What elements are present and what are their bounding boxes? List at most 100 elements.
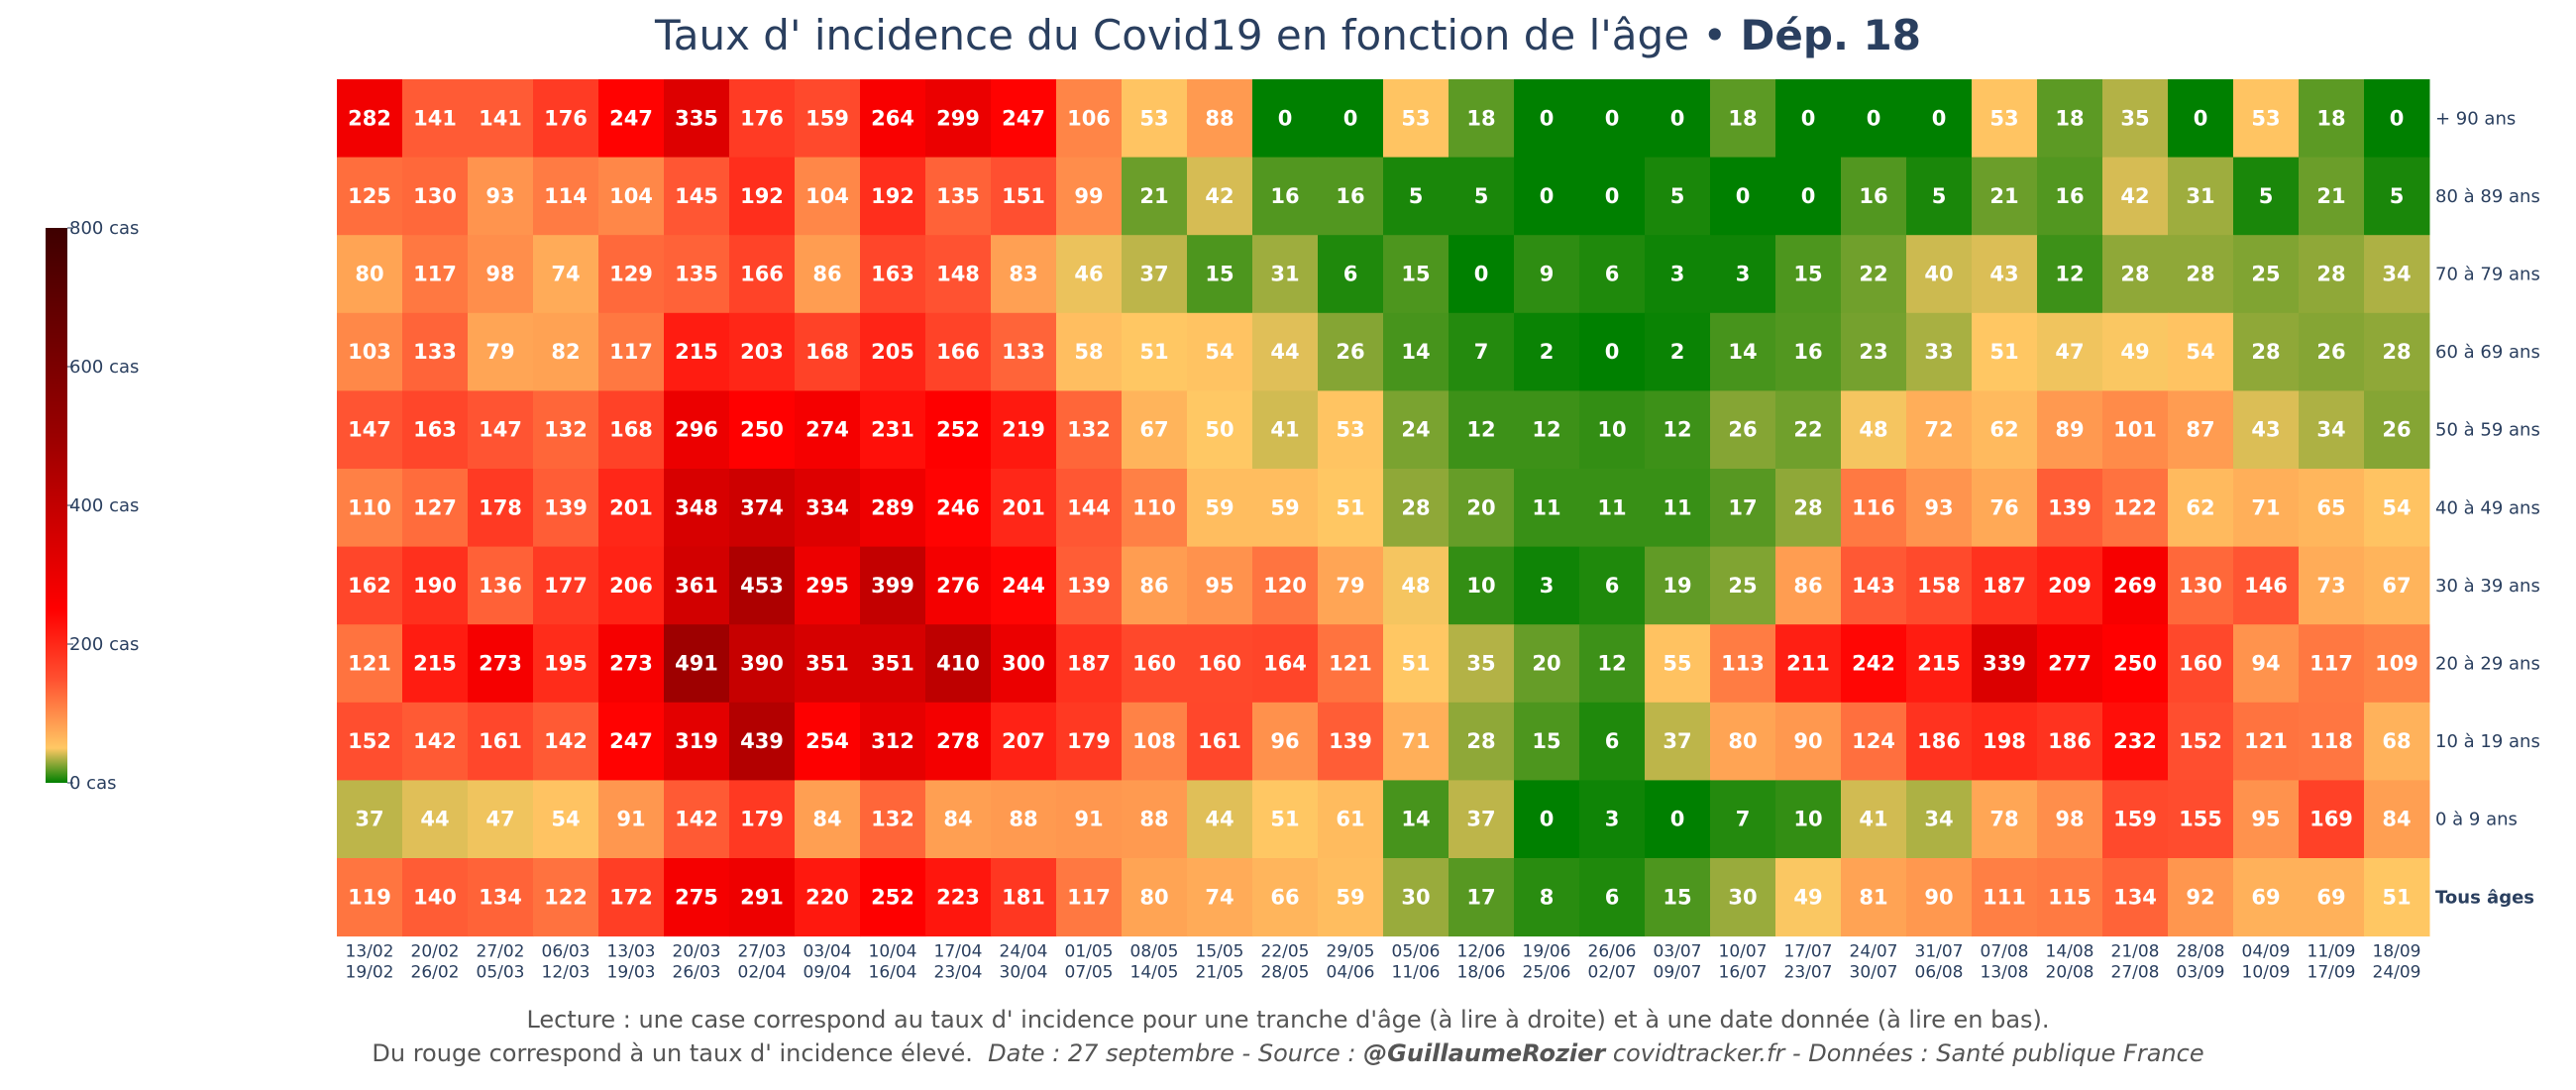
heatmap-cell (1514, 157, 1580, 236)
heatmap-cell (1187, 546, 1253, 625)
heatmap-cell (1318, 546, 1384, 625)
cell-value-label: 95 (1205, 574, 1234, 598)
heatmap-cell (860, 235, 926, 314)
cell-value-label: 178 (479, 495, 522, 519)
heatmap-cell (2037, 702, 2103, 781)
heatmap-cell (598, 780, 665, 859)
column-label: 10/09 (2242, 963, 2291, 983)
cell-value-label: 110 (348, 495, 391, 519)
cell-value-label: 53 (1336, 418, 1364, 442)
heatmap-cell (2037, 858, 2103, 937)
column-label: 04/09 (2242, 942, 2291, 962)
cell-value-label: 48 (1401, 574, 1430, 598)
cell-value-label: 24 (1401, 418, 1430, 442)
cell-value-label: 2 (1670, 340, 1685, 364)
heatmap-cell (533, 469, 599, 548)
heatmap-cell (729, 390, 796, 470)
heatmap-cell (1122, 624, 1188, 704)
cell-value-label: 0 (1932, 106, 1947, 130)
heatmap-cell (2299, 546, 2365, 625)
heatmap-cell (729, 469, 796, 548)
heatmap-cell (729, 79, 796, 159)
heatmap-cell (1318, 235, 1384, 314)
cell-value-label: 43 (2251, 418, 2280, 442)
column-label: 10/07 (1719, 942, 1768, 962)
column-label: 08/05 (1130, 942, 1179, 962)
cell-value-label: 6 (1343, 263, 1358, 286)
column-label: 06/03 (542, 942, 590, 962)
heatmap-cell (860, 702, 926, 781)
heatmap-cell (468, 390, 534, 470)
column-label: 26/02 (411, 963, 460, 983)
heatmap-cell (1122, 79, 1188, 159)
column-label: 18/09 (2373, 942, 2421, 962)
cell-value-label: 34 (2382, 263, 2411, 286)
cell-value-label: 140 (413, 885, 457, 909)
cell-value-label: 207 (1002, 729, 1045, 753)
heatmap-cell (1514, 390, 1580, 470)
cell-value-label: 82 (551, 340, 580, 364)
heatmap-cell (2037, 390, 2103, 470)
heatmap-cell (1906, 235, 1973, 314)
cell-value-label: 108 (1132, 729, 1176, 753)
heatmap-cell (2102, 312, 2169, 391)
heatmap-cell (1972, 624, 2038, 704)
cell-value-label: 26 (1336, 340, 1364, 364)
heatmap-cell (860, 157, 926, 236)
cell-value-label: 0 (1801, 184, 1816, 208)
heatmap-cell (991, 546, 1057, 625)
heatmap-cell (533, 546, 599, 625)
heatmap-cell (2168, 858, 2234, 937)
heatmap-cell (2299, 858, 2365, 937)
cell-value-label: 79 (1336, 574, 1364, 598)
cell-value-label: 51 (1139, 340, 1168, 364)
cell-value-label: 18 (2055, 106, 2084, 130)
cell-value-label: 103 (348, 340, 391, 364)
cell-value-label: 114 (544, 184, 588, 208)
column-label: 20/03 (673, 942, 721, 962)
cell-value-label: 334 (805, 495, 849, 519)
cell-value-label: 3 (1736, 263, 1751, 286)
cell-value-label: 12 (1532, 418, 1560, 442)
cell-value-label: 28 (2316, 263, 2345, 286)
heatmap-cell (1645, 469, 1711, 548)
heatmap-cell (2233, 312, 2300, 391)
column-label: 23/07 (1784, 963, 1833, 983)
cell-value-label: 16 (1859, 184, 1887, 208)
heatmap-cell (1514, 624, 1580, 704)
cell-value-label: 169 (2309, 808, 2353, 831)
heatmap-cell (1645, 79, 1711, 159)
heatmap-cell (468, 546, 534, 625)
cell-value-label: 278 (936, 729, 980, 753)
cell-value-label: 14 (1401, 340, 1430, 364)
cell-value-label: 25 (1728, 574, 1757, 598)
heatmap-cell (1252, 157, 1319, 236)
cell-value-label: 139 (1329, 729, 1372, 753)
row-label: 40 à 49 ans (2435, 497, 2540, 518)
colorbar-tick-label: 0 cas (69, 773, 116, 794)
cell-value-label: 295 (805, 574, 849, 598)
row-label: 50 à 59 ans (2435, 420, 2540, 441)
cell-value-label: 12 (1663, 418, 1691, 442)
heatmap-cell (1579, 235, 1646, 314)
cell-value-label: 390 (740, 652, 784, 676)
column-label: 19/03 (607, 963, 656, 983)
heatmap-cell (1972, 235, 2038, 314)
cell-value-label: 0 (1605, 184, 1620, 208)
heatmap-cell (1906, 390, 1973, 470)
cell-value-label: 67 (1139, 418, 1168, 442)
cell-value-label: 211 (1786, 652, 1830, 676)
column-label: 09/07 (1654, 963, 1702, 983)
cell-value-label: 187 (1067, 652, 1111, 676)
heatmap-cell (1710, 312, 1776, 391)
cell-value-label: 277 (2048, 652, 2092, 676)
cell-value-label: 50 (1205, 418, 1234, 442)
heatmap-cell (2233, 858, 2300, 937)
heatmap-cell (1710, 469, 1776, 548)
cell-value-label: 49 (1793, 885, 1822, 909)
cell-value-label: 159 (2113, 808, 2157, 831)
cell-value-label: 273 (479, 652, 522, 676)
heatmap-cell (533, 390, 599, 470)
cell-value-label: 168 (805, 340, 849, 364)
